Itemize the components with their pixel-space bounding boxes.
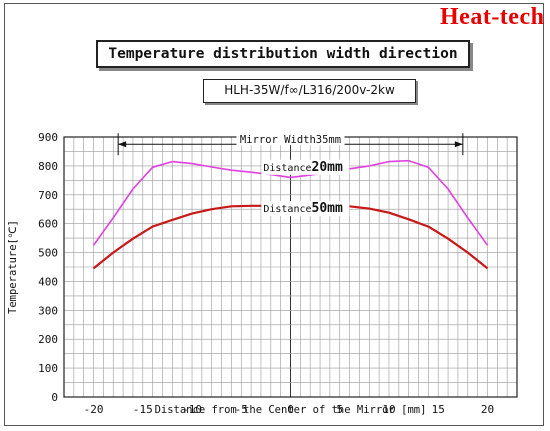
tick-labels: -20 -15 -10 -5 0 5 10 15 20010020030040050060070… — [38, 131, 494, 416]
y-tick-label: 100 — [38, 362, 58, 375]
y-tick-label: 400 — [38, 275, 58, 288]
chart-title: Temperature distribution width direction — [96, 40, 470, 68]
chart-frame — [4, 3, 544, 426]
series-line-1 — [92, 159, 489, 246]
y-tick-label: 900 — [38, 131, 58, 144]
x-tick-label: 10 — [382, 403, 395, 416]
y-tick-label: 0 — [51, 391, 58, 404]
series-label-value: 50mm — [312, 201, 343, 216]
brand-logo: Heat-tech — [440, 4, 545, 30]
series-label-bg — [261, 201, 350, 217]
x-tick-label: -15 — [133, 403, 153, 416]
x-tick-label: 20 — [481, 403, 494, 416]
mirror-width-annotation: Mirror Width35mm — [117, 133, 464, 156]
series-label-value: 20mm — [312, 160, 343, 175]
mirror-width-label-bg — [236, 133, 345, 146]
series-label-1: Distance20mm — [263, 160, 343, 175]
series-label-2: Distance50mm — [263, 201, 343, 216]
y-tick-label: 500 — [38, 247, 58, 260]
chart-subtitle: HLH-35W/f∞/L316/200v-2kw — [203, 79, 416, 103]
x-tick-label: -5 — [235, 403, 248, 416]
arrowhead-left — [118, 141, 127, 148]
x-tick-label: 15 — [432, 403, 445, 416]
x-tick-label: -20 — [84, 403, 104, 416]
grid — [63, 136, 518, 398]
x-tick-label: 0 — [287, 403, 294, 416]
series-label-bg — [261, 159, 350, 175]
x-axis-label: Distance from the Center of the Mirror [… — [155, 404, 427, 416]
mirror-width-label: Mirror Width35mm — [240, 134, 341, 146]
y-tick-label: 800 — [38, 160, 58, 173]
y-tick-label: 300 — [38, 304, 58, 317]
y-tick-label: 600 — [38, 218, 58, 231]
arrowhead-right — [454, 141, 463, 148]
y-tick-label: 200 — [38, 333, 58, 346]
series-label-prefix: Distance — [263, 163, 311, 174]
y-tick-label: 700 — [38, 189, 58, 202]
series-label-prefix: Distance — [263, 204, 311, 215]
x-tick-label: -10 — [182, 403, 202, 416]
x-tick-label: 5 — [336, 403, 343, 416]
y-axis-label: Temperature[℃] — [7, 220, 19, 314]
